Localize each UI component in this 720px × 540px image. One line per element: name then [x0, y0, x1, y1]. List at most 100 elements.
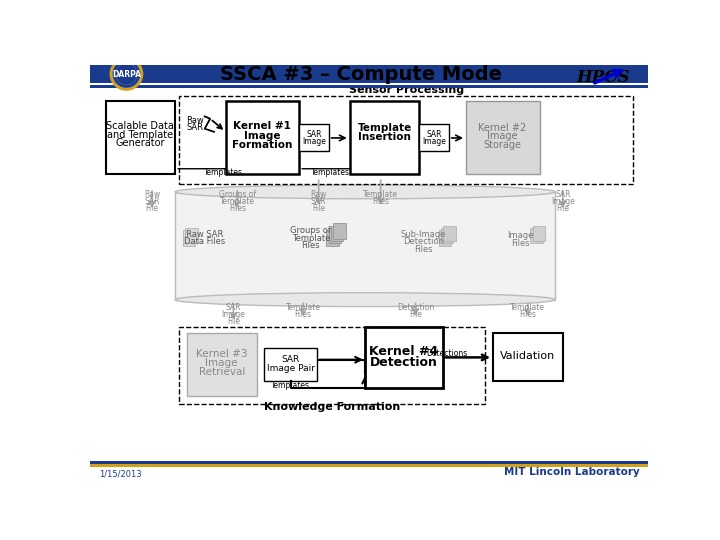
Bar — [530, 228, 543, 244]
Bar — [533, 226, 545, 241]
Text: File: File — [312, 204, 325, 213]
Text: Image: Image — [507, 231, 534, 240]
Text: Raw: Raw — [310, 190, 327, 199]
Text: Scalable Data: Scalable Data — [107, 122, 174, 131]
Text: Image: Image — [222, 310, 246, 319]
Bar — [175, 192, 555, 300]
Text: Image: Image — [422, 137, 446, 146]
Bar — [331, 226, 343, 241]
Bar — [466, 101, 539, 174]
Text: Image: Image — [551, 197, 575, 206]
Text: Generator: Generator — [116, 138, 165, 149]
Bar — [438, 231, 451, 246]
Text: Image: Image — [302, 137, 326, 146]
Text: Files: Files — [229, 204, 246, 213]
Text: Image Pair: Image Pair — [266, 363, 315, 373]
Bar — [493, 333, 563, 381]
Bar — [326, 231, 339, 246]
Text: Templates: Templates — [271, 381, 310, 390]
Text: Formation: Formation — [232, 140, 292, 150]
Text: Templates: Templates — [311, 168, 350, 177]
Text: Templates: Templates — [204, 168, 243, 177]
Text: SAR: SAR — [555, 190, 570, 199]
Text: and Template: and Template — [107, 130, 174, 140]
Bar — [225, 101, 300, 174]
Text: Files: Files — [372, 197, 389, 206]
Bar — [444, 226, 456, 241]
Bar — [106, 101, 175, 174]
Text: Files: Files — [414, 245, 433, 254]
Ellipse shape — [175, 293, 555, 307]
Text: Insertion: Insertion — [358, 132, 411, 142]
Bar — [365, 327, 443, 388]
Bar — [90, 464, 648, 467]
Bar — [329, 228, 341, 244]
Text: Detections: Detections — [426, 349, 467, 358]
Bar — [90, 461, 648, 464]
Text: Raw: Raw — [186, 116, 204, 125]
Text: SAR: SAR — [426, 130, 442, 139]
Text: File: File — [557, 204, 570, 213]
Text: Raw SAR: Raw SAR — [186, 230, 223, 239]
Bar — [179, 327, 485, 403]
Bar — [183, 231, 195, 246]
Text: Template: Template — [220, 197, 255, 206]
Bar — [300, 124, 329, 151]
Text: Template: Template — [357, 123, 412, 133]
Bar — [90, 85, 648, 88]
Text: Kernel #3: Kernel #3 — [196, 348, 248, 359]
Text: MIT Lincoln Laboratory: MIT Lincoln Laboratory — [505, 467, 640, 477]
Text: File: File — [227, 316, 240, 326]
Text: File: File — [145, 204, 158, 213]
Bar — [333, 224, 346, 239]
Text: SAR: SAR — [282, 355, 300, 364]
Text: SAR: SAR — [144, 197, 160, 206]
Text: Detection: Detection — [370, 356, 438, 369]
Text: Data Files: Data Files — [184, 238, 225, 246]
Text: Groups of: Groups of — [290, 226, 331, 235]
Text: File: File — [409, 310, 422, 319]
Bar — [419, 124, 449, 151]
Text: Validation: Validation — [500, 351, 556, 361]
Text: Sensor Processing: Sensor Processing — [348, 85, 464, 95]
Text: Files: Files — [302, 241, 320, 250]
Text: Image: Image — [487, 131, 518, 141]
Text: HPCS: HPCS — [576, 69, 630, 86]
Bar — [264, 348, 317, 381]
Text: DARPA: DARPA — [112, 70, 141, 78]
Circle shape — [111, 59, 142, 90]
Bar — [350, 101, 419, 174]
Text: Retrieval: Retrieval — [199, 367, 245, 377]
Text: SSCA #3 – Compute Mode: SSCA #3 – Compute Mode — [220, 65, 503, 84]
Bar — [187, 333, 256, 396]
Text: SAR: SAR — [306, 130, 322, 139]
Bar — [179, 96, 632, 184]
Text: Template: Template — [292, 233, 330, 242]
Text: SAR: SAR — [225, 303, 241, 312]
Text: Raw: Raw — [144, 190, 160, 199]
Text: Detection: Detection — [402, 238, 444, 246]
Text: Kernel #2: Kernel #2 — [478, 123, 526, 133]
Text: Detection: Detection — [397, 303, 434, 312]
Text: Template: Template — [510, 303, 545, 312]
Text: Sub-Image: Sub-Image — [400, 230, 446, 239]
Text: Kernel #1: Kernel #1 — [233, 122, 291, 131]
Text: Template: Template — [286, 303, 320, 312]
Text: Image: Image — [205, 358, 238, 368]
Text: Groups of: Groups of — [219, 190, 256, 199]
Text: Files: Files — [510, 239, 529, 248]
Text: SAR: SAR — [311, 197, 326, 206]
Text: Kernel #4: Kernel #4 — [369, 345, 438, 357]
Text: Storage: Storage — [483, 140, 521, 150]
Text: Files: Files — [519, 310, 536, 319]
Bar — [185, 228, 198, 244]
Ellipse shape — [175, 185, 555, 199]
Text: 1/15/2013: 1/15/2013 — [99, 469, 142, 478]
Bar — [441, 228, 454, 244]
Text: Template: Template — [363, 190, 398, 199]
Text: Image: Image — [244, 131, 280, 140]
Text: Files: Files — [294, 310, 312, 319]
Bar — [90, 65, 648, 83]
Text: SAR: SAR — [187, 123, 204, 132]
Text: Knowledge Formation: Knowledge Formation — [264, 402, 400, 413]
